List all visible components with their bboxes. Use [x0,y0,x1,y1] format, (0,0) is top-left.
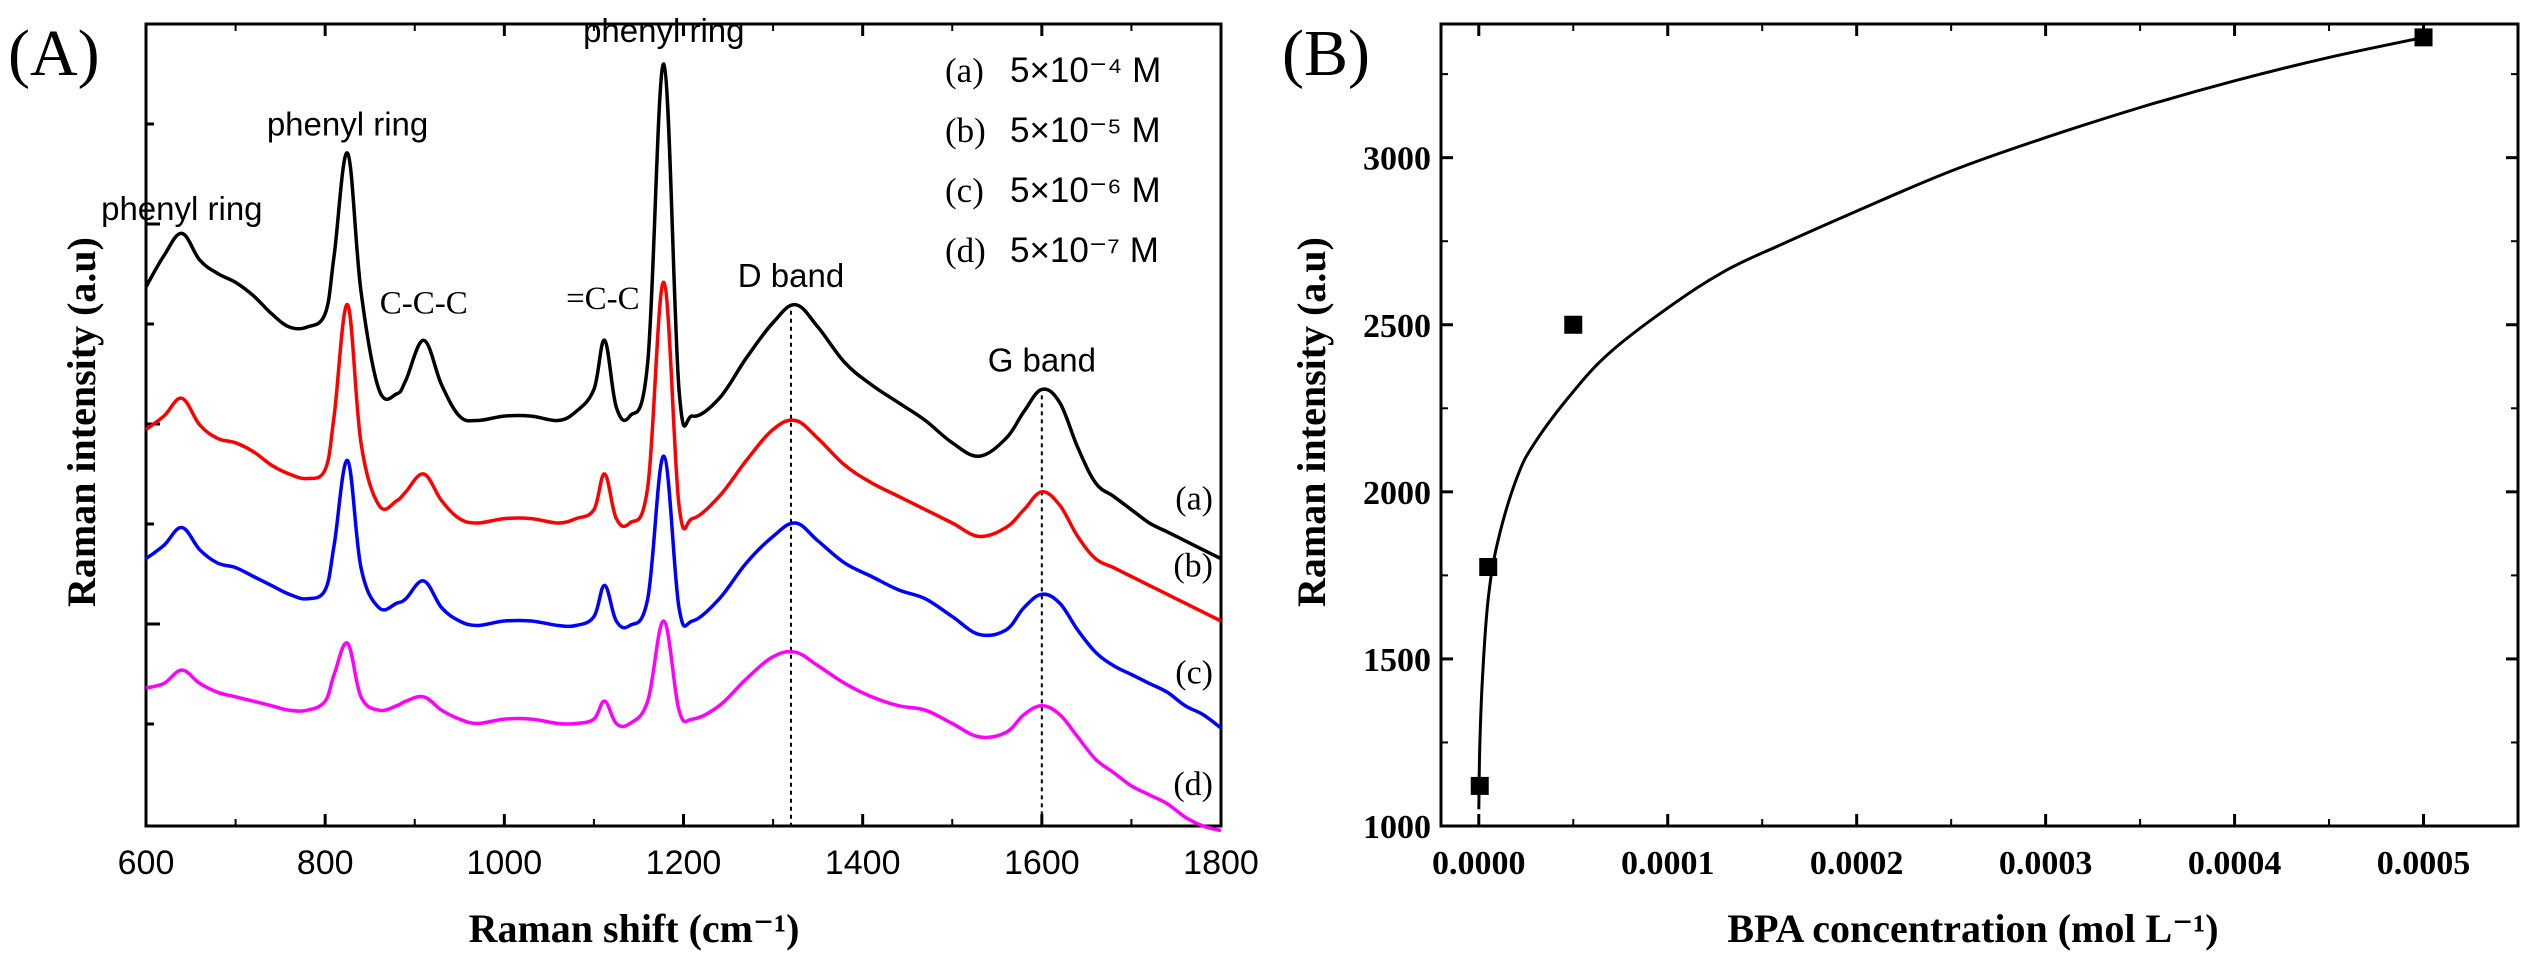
panel-a-peak-annotation: phenyl ring [583,12,744,49]
panel-a-x-tick-label: 1200 [646,844,722,882]
panel-a-peak-annotation: D band [738,257,844,294]
panel-b-x-axis-label: BPA concentration (mol L⁻¹) [1727,906,2218,951]
panel-a-series-d [145,619,1222,833]
panel-b-calibration-curve: (B) 0.0000 0.0001 0.0002 0.0003 0.0004 0.0005… [1282,17,2520,951]
panel-b-frame [1439,22,2520,828]
panel-a-peak-annotation: phenyl ring [267,105,428,142]
panel-a-peak-annotation: phenyl ring [101,190,262,227]
panel-b-x-tick-label: 0.0005 [2377,845,2471,882]
panel-a-legend-text: 5×10⁻⁶ M [1010,171,1161,210]
panel-a-x-tick-label: 800 [297,844,354,882]
panel-a-legend-text: 5×10⁻⁴ M [1010,51,1161,90]
panel-a-peak-annotation: C-C-C [380,286,468,322]
panel-a-y-axis-label: Raman intensity (a.u) [59,237,104,607]
panel-a-series-a [144,62,1222,561]
panel-b-fit-curve [1477,35,2424,810]
panel-b-y-tick-label: 3000 [1363,141,1431,178]
panel-a-x-axis-label: Raman shift (cm⁻¹) [469,906,800,951]
panel-b-y-tick-label: 2500 [1363,308,1431,345]
panel-a-series-end-label: (c) [1175,654,1213,691]
panel-b-x-tick-label: 0.0000 [1432,845,1526,882]
panel-a-x-tick-label: 1400 [825,844,901,882]
panel-a-x-tick-label: 1600 [1004,844,1080,882]
panel-a-series-end-label: (b) [1173,547,1213,584]
panel-a-legend-text: 5×10⁻⁷ M [1010,231,1159,270]
panel-a-legend-tag: (a) [945,51,984,90]
panel-a-series-b [144,280,1222,623]
panel-a-x-tick-label: 600 [118,844,175,882]
panel-a-legend-tag: (d) [945,231,986,270]
panel-a-peak-annotation: G band [988,342,1096,379]
panel-b-x-tick-label: 0.0003 [1999,845,2093,882]
panel-b-x-tick-label: 0.0001 [1621,845,1715,882]
panel-a-legend-tag: (b) [945,111,986,150]
panel-b-plot-area: 0.0000 0.0001 0.0002 0.0003 0.0004 0.0005 1000… [1363,22,2520,882]
panel-a-peak-annotation: =C-C [566,281,640,317]
panel-a-legend-tag: (c) [945,171,984,210]
panel-a-series-c [144,454,1223,730]
panel-b-y-tick-label: 2000 [1363,475,1431,512]
panel-b-data-point [1564,315,1583,334]
panel-a-raman-spectra: (A) 600 800 1000 1200 1400 1600 1800 (a) (b) (c) (… [8,12,1259,951]
panel-a-series-end-label: (a) [1175,481,1213,518]
panel-b-x-tick-label: 0.0004 [2188,845,2282,882]
panel-a-legend-text: 5×10⁻⁵ M [1010,111,1161,150]
panel-b-y-tick-label: 1500 [1363,642,1431,679]
panel-b-y-axis-label: Raman intensity (a.u) [1289,237,1334,607]
panel-b-x-tick-label: 0.0002 [1810,845,1904,882]
panel-b-data-point [1479,558,1498,577]
panel-a-label: (A) [8,17,100,90]
panel-b-label: (B) [1282,17,1370,90]
panel-a-plot-area: 600 800 1000 1200 1400 1600 1800 (a) (b) (c) (d) ph… [101,12,1259,882]
panel-a-x-tick-label: 1000 [467,844,543,882]
panel-b-data-point [2414,28,2433,47]
panel-b-y-tick-label: 1000 [1363,809,1431,846]
panel-a-series-end-label: (d) [1173,766,1213,803]
panel-a-x-tick-label: 1800 [1183,844,1259,882]
panel-b-data-point [1470,776,1489,795]
